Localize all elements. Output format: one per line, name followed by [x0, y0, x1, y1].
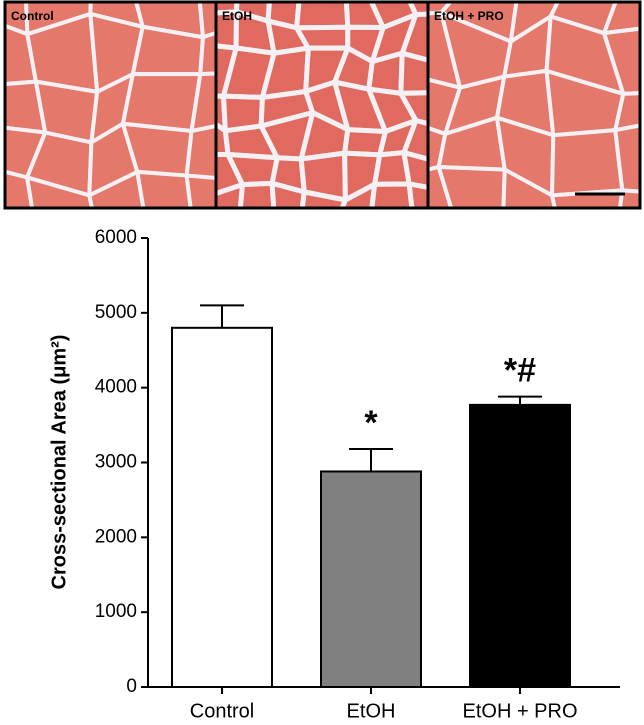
- muscle-fiber: [436, 164, 507, 208]
- muscle-fiber: [299, 189, 348, 208]
- muscle-fiber: [613, 123, 640, 194]
- y-tick-label: 6000: [95, 227, 137, 248]
- muscle-fiber: [399, 11, 428, 63]
- muscle-fiber: [120, 72, 203, 134]
- muscle-fiber: [184, 173, 216, 208]
- muscle-fiber: [216, 182, 246, 208]
- y-tick-label: 3000: [95, 452, 137, 473]
- y-tick-label: 2000: [95, 526, 137, 547]
- muscle-fiber: [550, 128, 625, 198]
- histology-panel: [428, 2, 640, 208]
- bar: [469, 403, 571, 688]
- y-tick-label: 4000: [95, 377, 137, 398]
- muscle-fiber: [339, 181, 378, 208]
- muscle-fiber: [369, 181, 415, 208]
- bar: [171, 326, 273, 688]
- muscle-fiber: [550, 188, 625, 208]
- muscle-fiber: [294, 2, 351, 31]
- muscle-fiber: [5, 169, 35, 208]
- muscle-fiber: [398, 50, 428, 96]
- muscle-fiber: [197, 2, 216, 40]
- muscle-fiber: [135, 169, 193, 208]
- x-tick-label: EtOH + PRO: [462, 700, 577, 722]
- panel-label: EtOH: [222, 9, 252, 23]
- muscle-fiber: [189, 71, 216, 134]
- x-tick-label: EtOH: [347, 700, 396, 722]
- y-tick-label: 1000: [95, 601, 137, 622]
- y-axis-label: Cross-sectional Area (μm²): [48, 335, 70, 590]
- muscle-fiber: [198, 30, 216, 77]
- x-tick-label: Control: [190, 700, 254, 722]
- muscle-fiber: [237, 180, 277, 208]
- histology-panel: [216, 2, 428, 208]
- muscle-fiber: [130, 24, 205, 77]
- muscle-fiber: [294, 24, 351, 51]
- muscle-fiber: [613, 91, 640, 133]
- muscle-fiber: [602, 26, 640, 96]
- panel-border: [426, 0, 642, 210]
- histology-panel: [5, 2, 216, 208]
- y-tick-label: 5000: [95, 302, 137, 323]
- bar: [320, 470, 422, 689]
- muscle-fiber: [602, 2, 640, 36]
- y-tick-label: 0: [126, 676, 137, 697]
- muscle-fiber: [407, 2, 428, 18]
- histology-strip: Control EtOH EtOH + PRO: [3, 0, 642, 210]
- panel-label: EtOH + PRO: [434, 9, 504, 23]
- muscle-fiber: [25, 175, 94, 208]
- muscle-fiber: [87, 169, 146, 208]
- muscle-fiber: [269, 180, 307, 208]
- muscle-fiber: [406, 181, 428, 208]
- muscle-fiber: [398, 90, 428, 127]
- muscle-fiber: [501, 167, 557, 208]
- muscle-fiber: [428, 164, 454, 208]
- significance-marker: *#: [504, 352, 536, 390]
- significance-marker: *: [364, 404, 378, 442]
- muscle-fiber: [401, 150, 428, 190]
- muscle-fiber: [184, 124, 216, 181]
- panel-label: Control: [11, 9, 54, 23]
- muscle-fiber: [401, 118, 428, 162]
